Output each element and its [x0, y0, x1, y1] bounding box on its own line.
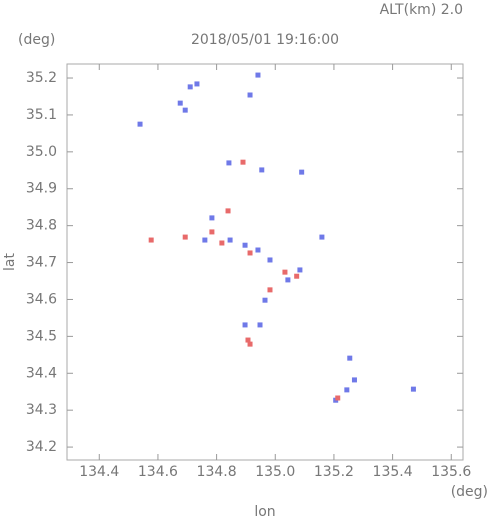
echo-point: [242, 242, 248, 248]
echo-point: [247, 341, 253, 347]
echo-point: [410, 386, 416, 392]
echo-point: [267, 287, 273, 293]
echo-point: [347, 355, 353, 361]
x-tick-label: 135.2: [314, 464, 354, 480]
echo-point: [255, 72, 261, 78]
y-tick-label: 35.2: [26, 70, 57, 86]
echo-point: [227, 237, 233, 243]
x-tick-label: 134.4: [79, 464, 119, 480]
echo-point: [148, 237, 154, 243]
echo-point: [344, 387, 350, 393]
echo-point: [299, 169, 305, 175]
y-tick-label: 34.4: [26, 365, 57, 381]
echo-point: [259, 167, 265, 173]
echo-point: [194, 81, 200, 87]
echo-point: [319, 234, 325, 240]
y-tick-label: 34.7: [26, 255, 57, 271]
echo-point: [209, 229, 215, 235]
subtitle: ALT(km) 2.0: [380, 2, 463, 18]
echo-point: [202, 237, 208, 243]
echo-point: [209, 215, 215, 221]
echo-point: [297, 267, 303, 273]
echo-point: [247, 250, 253, 256]
y-tick-label: 35.1: [26, 107, 57, 123]
x-unit: (deg): [451, 484, 488, 500]
echo-point: [351, 377, 357, 383]
echo-point: [177, 100, 183, 106]
echo-point: [262, 297, 268, 303]
x-tick-label: 135.4: [373, 464, 413, 480]
echo-point: [282, 269, 288, 275]
echo-point: [225, 208, 231, 214]
y-tick-label: 34.5: [26, 328, 57, 344]
echo-point: [255, 247, 261, 253]
y-tick-label: 34.8: [26, 218, 57, 234]
x-tick-label: 135.0: [255, 464, 295, 480]
x-axis-label: lon: [254, 504, 275, 520]
echo-point: [267, 257, 273, 263]
x-tick-label: 134.8: [197, 464, 237, 480]
chart-title: 2018/05/01 19:16:00: [191, 32, 339, 48]
y-tick-label: 34.6: [26, 291, 57, 307]
echo-point: [245, 337, 251, 343]
echo-point: [226, 160, 232, 166]
echo-point: [242, 322, 248, 328]
y-tick-label: 34.3: [26, 402, 57, 418]
echo-point: [247, 92, 253, 98]
echo-point: [335, 395, 341, 401]
echo-point: [294, 273, 300, 279]
echo-point: [182, 234, 188, 240]
echo-point: [257, 322, 263, 328]
echo-point: [187, 84, 193, 90]
plot-frame: [66, 63, 464, 461]
echo-point: [285, 277, 291, 283]
echo-point: [137, 121, 143, 127]
x-tick-label: 134.6: [138, 464, 178, 480]
x-tick-label: 135.6: [431, 464, 471, 480]
y-axis-label: lat: [2, 253, 18, 271]
echo-point: [219, 240, 225, 246]
echo-point: [182, 107, 188, 113]
y-tick-label: 35.0: [26, 144, 57, 160]
echo-point: [240, 159, 246, 165]
y-tick-label: 34.2: [26, 439, 57, 455]
y-tick-label: 34.9: [26, 181, 57, 197]
y-unit: (deg): [18, 32, 55, 48]
